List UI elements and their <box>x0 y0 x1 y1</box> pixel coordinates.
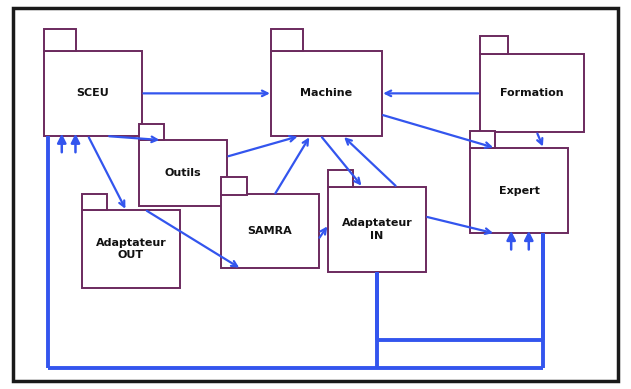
Bar <box>470 131 495 148</box>
Bar <box>470 148 568 233</box>
Bar <box>328 170 353 187</box>
Bar <box>82 194 107 210</box>
Bar <box>271 51 382 136</box>
Bar <box>44 29 76 51</box>
Bar <box>221 177 247 194</box>
Text: Outils: Outils <box>165 168 201 178</box>
Text: SAMRA: SAMRA <box>247 226 292 237</box>
Text: Adaptateur
IN: Adaptateur IN <box>341 218 413 241</box>
Bar <box>328 187 426 272</box>
Text: Formation: Formation <box>500 88 563 98</box>
Bar <box>480 54 584 132</box>
Text: Adaptateur
OUT: Adaptateur OUT <box>95 238 167 260</box>
Bar <box>271 29 303 51</box>
Text: SCEU: SCEU <box>77 88 109 98</box>
Bar <box>82 210 180 288</box>
Bar <box>44 51 142 136</box>
Bar <box>480 36 508 54</box>
Bar <box>139 124 164 140</box>
Text: Expert: Expert <box>498 186 540 196</box>
Bar <box>139 140 227 206</box>
Bar <box>221 194 319 268</box>
Text: Machine: Machine <box>300 88 353 98</box>
